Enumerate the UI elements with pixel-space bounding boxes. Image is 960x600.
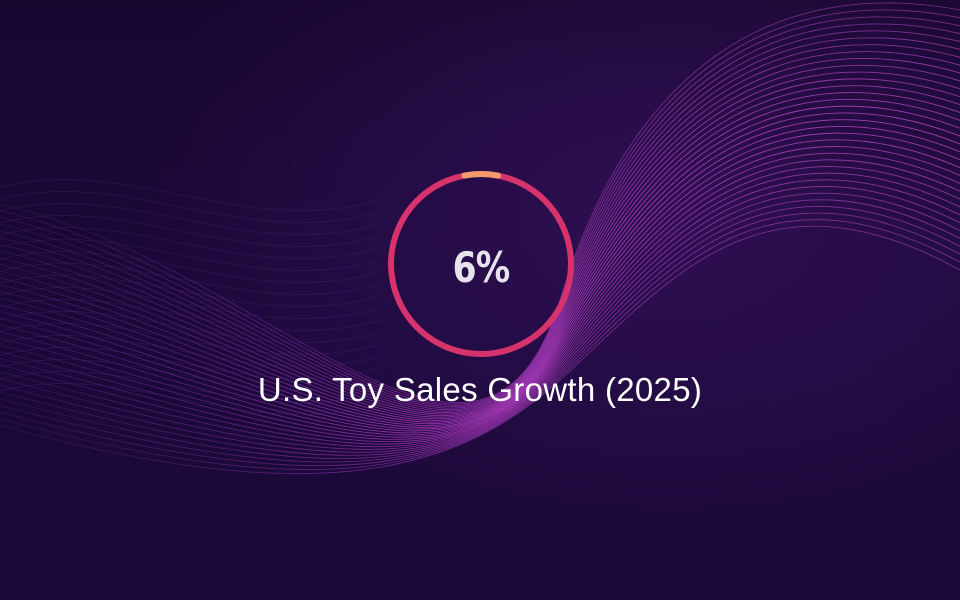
- wave-line: [0, 152, 960, 440]
- wave-line: [0, 299, 381, 331]
- wave-line: [0, 239, 381, 271]
- wave-line: [0, 58, 960, 415]
- wave-line: [0, 23, 960, 408]
- wave-line: [0, 179, 381, 211]
- wave-line: [0, 347, 381, 379]
- wave-line: [0, 112, 960, 428]
- wave-line: [0, 166, 960, 445]
- wave-line: [0, 212, 960, 467]
- wave-line: [0, 146, 960, 438]
- wave-line: [0, 132, 960, 434]
- wave-line: [0, 263, 381, 295]
- wave-line: [0, 37, 960, 411]
- wave-line: [0, 16, 960, 406]
- wave-line: [0, 44, 960, 412]
- wave-line: [0, 323, 381, 355]
- wave-line: [0, 172, 960, 448]
- wave-line: [0, 251, 381, 283]
- wave-line: [0, 335, 381, 367]
- progress-ring: [388, 171, 574, 357]
- wave-line: [0, 119, 960, 430]
- wave-line: [0, 85, 960, 421]
- wave-line: [0, 186, 960, 453]
- wave-line: [0, 139, 960, 436]
- wave-line: [0, 191, 381, 223]
- wave-line: [0, 105, 960, 426]
- wave-line: [0, 98, 960, 425]
- wave-line: [0, 225, 960, 475]
- wave-line: [0, 179, 960, 450]
- wave-line: [0, 215, 381, 247]
- wave-line: [0, 2, 960, 404]
- wave-line: [0, 275, 381, 307]
- wave-line: [0, 311, 381, 343]
- wave-line: [0, 92, 960, 423]
- wave-line: [0, 78, 960, 420]
- wave-line: [0, 219, 960, 470]
- progress-ring-fill: [388, 171, 574, 357]
- wave-line: [0, 199, 960, 459]
- stat-caption: U.S. Toy Sales Growth (2025): [257, 371, 703, 408]
- wave-line: [0, 383, 381, 415]
- wave-line: [0, 206, 960, 463]
- wave-line: [0, 71, 960, 418]
- wave-line: [0, 359, 381, 391]
- wave-line: [0, 9, 960, 405]
- wave-line: [0, 227, 381, 259]
- wave-line: [0, 30, 960, 409]
- stat-value: 6%: [452, 243, 511, 292]
- wave-line: [0, 125, 960, 432]
- wave-line: [0, 371, 381, 403]
- wave-line: [0, 159, 960, 443]
- wave-line: [0, 203, 381, 235]
- wave-line: [0, 287, 381, 319]
- wave-line: [0, 51, 960, 413]
- wave-line: [0, 64, 960, 417]
- wave-line: [0, 192, 960, 456]
